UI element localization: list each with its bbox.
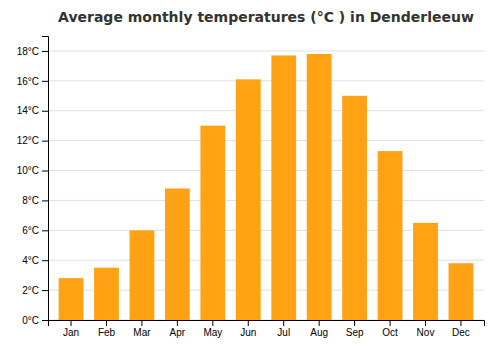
y-tick-mark: [42, 320, 48, 321]
grid-line: [48, 50, 484, 51]
bar: [413, 223, 438, 320]
bar: [271, 55, 296, 320]
x-tick: Jan: [63, 320, 79, 338]
x-tick: Dec: [452, 320, 470, 338]
y-tick: 6°C: [22, 225, 48, 236]
x-tick-label: Oct: [382, 327, 398, 338]
y-tick-label: 12°C: [17, 135, 39, 146]
y-tick: 8°C: [22, 195, 48, 206]
y-tick-mark: [42, 111, 48, 112]
grid-line: [48, 200, 484, 201]
x-tick-label: May: [203, 327, 222, 338]
y-tick-mark: [42, 200, 48, 201]
y-tick-label: 6°C: [22, 225, 39, 236]
x-tick-label: Mar: [133, 327, 151, 338]
bar: [165, 188, 190, 320]
x-tick-mark: [248, 320, 249, 326]
y-tick: 2°C: [22, 285, 48, 296]
y-tick-mark: [42, 290, 48, 291]
y-tick-mark: [42, 141, 48, 142]
bar: [130, 230, 155, 320]
x-tick-mark: [319, 320, 320, 326]
x-tick: May: [203, 320, 222, 338]
y-tick: 0°C: [22, 315, 48, 326]
x-tick-label: Dec: [452, 327, 470, 338]
x-tick-mark: [390, 320, 391, 326]
y-tick: 14°C: [17, 105, 48, 116]
x-tick-label: Sep: [346, 327, 364, 338]
x-axis: Jan Feb Mar Apr May Jun Jul Aug Sep Oct Nov Dec: [49, 320, 485, 338]
bar: [59, 278, 84, 320]
bar: [449, 263, 474, 320]
y-tick-label: 10°C: [17, 165, 39, 176]
chart: 0°C 2°C 4°C 6°C 8°C 10°C 12°C 14°C 16°C 18°C Jan Fe…: [0, 0, 500, 350]
x-tick-mark: [283, 320, 284, 326]
x-tick: Aug: [310, 320, 328, 338]
x-tick: Mar: [133, 320, 151, 338]
y-tick-mark: [42, 81, 48, 82]
y-axis: 0°C 2°C 4°C 6°C 8°C 10°C 12°C 14°C 16°C 18°C: [17, 37, 49, 326]
grid-line: [48, 80, 484, 81]
bar: [378, 151, 403, 320]
y-tick-mark: [42, 230, 48, 231]
x-tick: Jul: [277, 320, 290, 338]
x-tick-mark: [141, 320, 142, 326]
grid: [48, 51, 484, 320]
y-tick-label: 16°C: [17, 76, 39, 87]
y-tick: 4°C: [22, 255, 48, 266]
x-tick-label: Nov: [417, 327, 435, 338]
grid-line: [48, 140, 484, 141]
bars: [59, 54, 474, 320]
x-tick-label: Aug: [310, 327, 328, 338]
y-tick: 10°C: [17, 165, 48, 176]
y-tick-mark: [42, 260, 48, 261]
x-tick-mark: [71, 320, 72, 326]
x-tick-mark: [106, 320, 107, 326]
y-tick-label: 14°C: [17, 105, 39, 116]
x-tick: Sep: [346, 320, 364, 338]
x-tick-mark: [425, 320, 426, 326]
y-tick: 18°C: [17, 46, 48, 57]
x-tick: Feb: [98, 320, 116, 338]
grid-line: [48, 110, 484, 111]
bar: [236, 79, 261, 320]
bar: [342, 96, 367, 320]
y-axis-line: [42, 37, 49, 321]
y-tick: 16°C: [17, 76, 48, 87]
bar: [94, 268, 119, 320]
y-tick-label: 0°C: [22, 315, 39, 326]
y-tick: 12°C: [17, 135, 48, 146]
x-tick: Oct: [382, 320, 398, 338]
x-tick: Apr: [170, 320, 186, 338]
x-tick-label: Apr: [170, 327, 186, 338]
x-tick-mark: [177, 320, 178, 326]
grid-line: [48, 170, 484, 171]
x-tick-label: Feb: [98, 327, 116, 338]
x-tick-mark: [212, 320, 213, 326]
x-tick-label: Jun: [240, 327, 256, 338]
y-tick-mark: [42, 51, 48, 52]
y-tick-mark: [42, 171, 48, 172]
x-tick-mark: [460, 320, 461, 326]
y-tick-label: 8°C: [22, 195, 39, 206]
x-tick-label: Jul: [277, 327, 290, 338]
bar: [200, 126, 225, 320]
y-tick-label: 2°C: [22, 285, 39, 296]
title: Average monthly temperatures (°C ) in De…: [58, 9, 474, 25]
bar: [307, 54, 332, 320]
plot: 0°C 2°C 4°C 6°C 8°C 10°C 12°C 14°C 16°C 18°C Jan Fe…: [17, 37, 485, 339]
x-tick-label: Jan: [63, 327, 79, 338]
x-tick: Jun: [240, 320, 256, 338]
y-tick-label: 18°C: [17, 46, 39, 57]
x-axis-line: [49, 321, 485, 327]
y-tick-label: 4°C: [22, 255, 39, 266]
x-tick-mark: [354, 320, 355, 326]
x-tick: Nov: [417, 320, 435, 338]
